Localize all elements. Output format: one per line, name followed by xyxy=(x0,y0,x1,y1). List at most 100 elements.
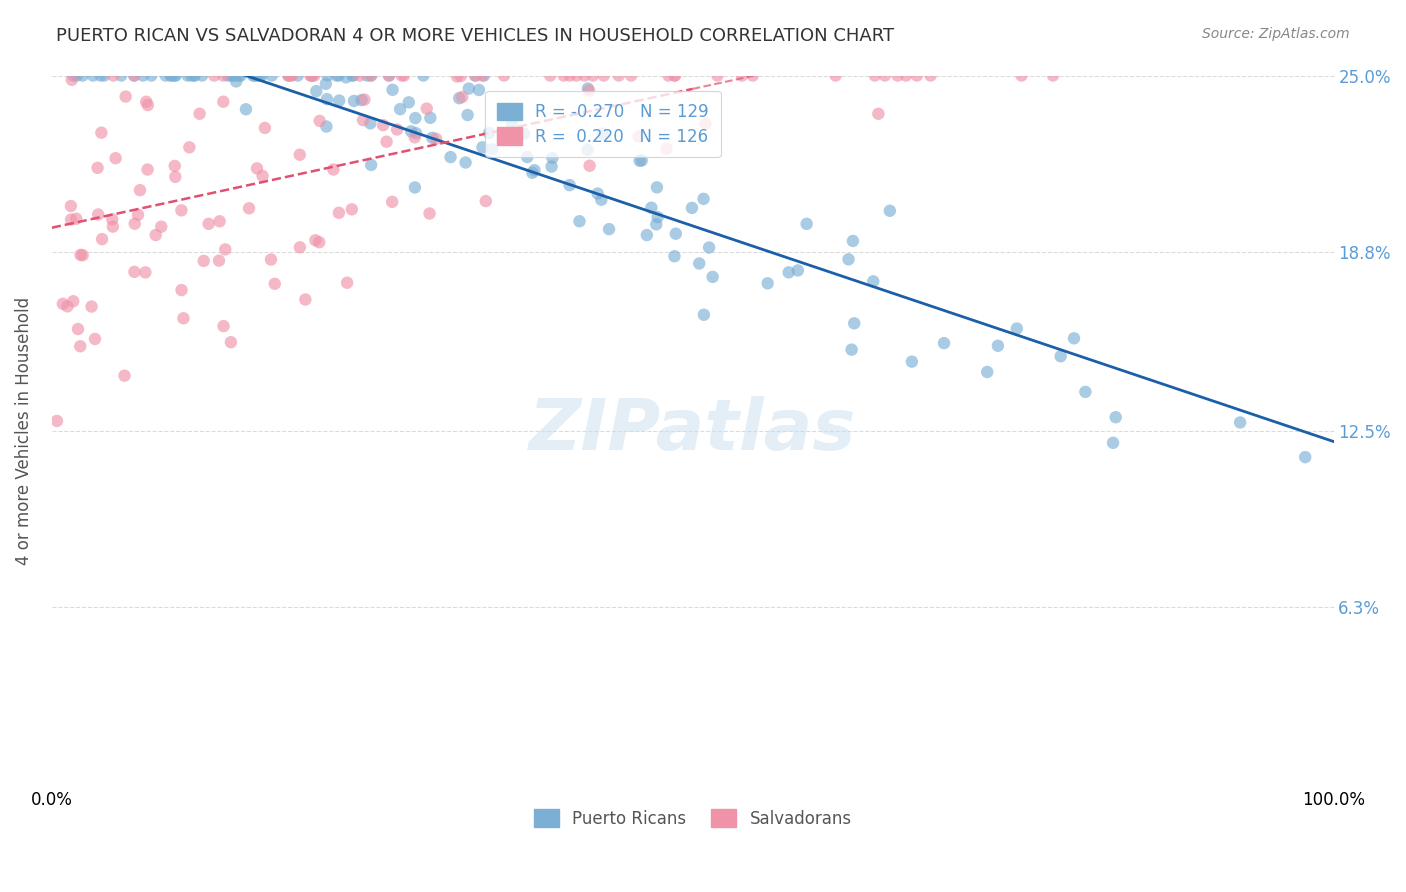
Point xyxy=(419,206,441,220)
Point xyxy=(692,192,714,206)
Point xyxy=(513,127,536,141)
Y-axis label: 4 or more Vehicles in Household: 4 or more Vehicles in Household xyxy=(15,297,32,565)
Point xyxy=(420,131,443,145)
Text: PUERTO RICAN VS SALVADORAN 4 OR MORE VEHICLES IN HOUSEHOLD CORRELATION CHART: PUERTO RICAN VS SALVADORAN 4 OR MORE VEH… xyxy=(56,27,894,45)
Point xyxy=(565,69,588,83)
Point xyxy=(449,91,471,105)
Point xyxy=(468,83,491,97)
Point xyxy=(886,69,908,83)
Point xyxy=(657,69,679,83)
Point xyxy=(305,84,328,98)
Point xyxy=(219,69,242,83)
Point xyxy=(655,142,678,156)
Point xyxy=(391,69,413,83)
Point xyxy=(208,253,231,268)
Point xyxy=(598,222,620,236)
Point xyxy=(1011,69,1033,83)
Point xyxy=(522,166,544,180)
Point xyxy=(315,120,337,134)
Point xyxy=(664,69,686,83)
Point xyxy=(976,365,998,379)
Point xyxy=(301,69,323,83)
Point xyxy=(322,162,344,177)
Point xyxy=(65,211,87,226)
Point xyxy=(592,127,614,141)
Point xyxy=(558,69,581,83)
Point xyxy=(342,69,364,83)
Point xyxy=(217,69,239,83)
Point xyxy=(475,194,498,208)
Point xyxy=(93,69,115,83)
Point xyxy=(450,69,472,83)
Point xyxy=(741,69,763,83)
Point xyxy=(135,95,157,109)
Point xyxy=(516,150,538,164)
Point xyxy=(328,69,350,83)
Point xyxy=(920,69,942,83)
Point xyxy=(873,69,896,83)
Point xyxy=(664,69,686,83)
Point xyxy=(52,297,75,311)
Point xyxy=(1049,349,1071,363)
Point xyxy=(127,208,149,222)
Point xyxy=(242,69,264,83)
Point xyxy=(129,183,152,197)
Point xyxy=(796,217,818,231)
Point xyxy=(371,118,394,132)
Point xyxy=(538,69,561,83)
Point xyxy=(86,161,108,175)
Point xyxy=(221,69,243,83)
Point xyxy=(299,69,322,83)
Point xyxy=(607,69,630,83)
Point xyxy=(141,69,163,83)
Point xyxy=(412,69,434,83)
Point xyxy=(69,339,91,353)
Point xyxy=(101,219,124,234)
Point xyxy=(308,114,330,128)
Point xyxy=(464,69,486,83)
Point xyxy=(647,210,669,224)
Point xyxy=(464,69,486,83)
Point xyxy=(84,332,107,346)
Point xyxy=(294,293,316,307)
Point xyxy=(1005,321,1028,335)
Point xyxy=(197,217,219,231)
Point xyxy=(124,265,146,279)
Point xyxy=(132,69,155,83)
Point xyxy=(250,69,273,83)
Point xyxy=(72,69,94,83)
Point xyxy=(110,69,132,83)
Point xyxy=(340,202,363,217)
Point xyxy=(243,69,266,83)
Point xyxy=(868,107,890,121)
Point xyxy=(59,199,82,213)
Point xyxy=(136,162,159,177)
Point xyxy=(263,277,285,291)
Point xyxy=(863,69,886,83)
Point xyxy=(359,116,381,130)
Point xyxy=(82,69,104,83)
Point xyxy=(72,248,94,262)
Point xyxy=(224,69,246,83)
Point xyxy=(1063,331,1085,345)
Point xyxy=(315,77,337,91)
Point xyxy=(342,69,364,83)
Point xyxy=(353,93,375,107)
Point xyxy=(399,124,422,138)
Point xyxy=(592,69,614,83)
Point xyxy=(471,69,494,83)
Point xyxy=(478,126,501,140)
Point xyxy=(280,69,302,83)
Point xyxy=(328,206,350,220)
Point xyxy=(104,151,127,165)
Point xyxy=(122,69,145,83)
Point xyxy=(582,69,605,83)
Point xyxy=(176,69,198,83)
Point xyxy=(446,70,468,84)
Point xyxy=(183,69,205,83)
Point xyxy=(66,322,89,336)
Point xyxy=(60,72,83,87)
Point xyxy=(630,153,652,168)
Point xyxy=(159,69,181,83)
Point xyxy=(553,69,575,83)
